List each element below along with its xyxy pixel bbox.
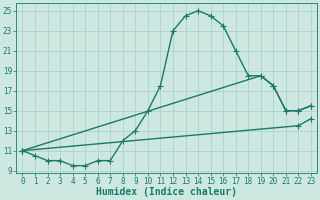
X-axis label: Humidex (Indice chaleur): Humidex (Indice chaleur) xyxy=(96,187,237,197)
